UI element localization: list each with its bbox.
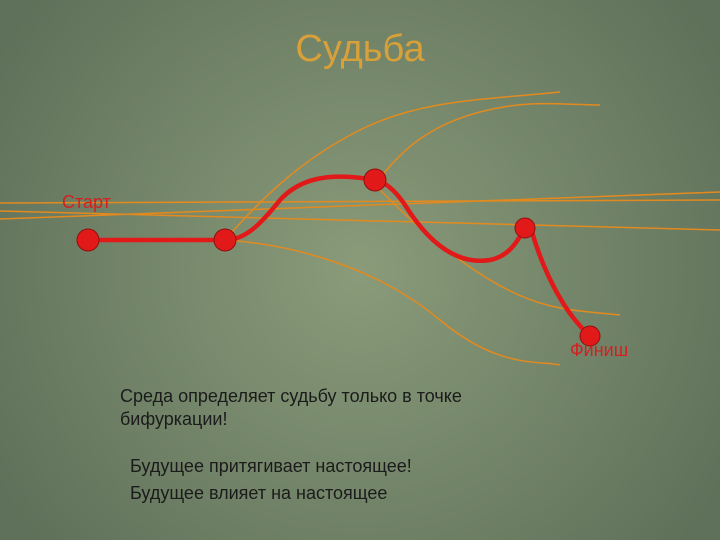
caption-bifurcation: Среда определяет судьбу только в точке б… [120, 385, 520, 430]
bifurcation-node [77, 229, 99, 251]
branch-lines [0, 92, 720, 365]
slide: Судьба Старт Финиш Среда определяет судь… [0, 0, 720, 540]
bifurcation-nodes [77, 169, 600, 346]
bifurcation-node [364, 169, 386, 191]
branch-line [375, 185, 620, 315]
start-label: Старт [62, 192, 111, 213]
branch-line [0, 211, 720, 230]
caption-future-influences: Будущее влияет на настоящее [130, 482, 630, 505]
branch-line [225, 240, 560, 365]
finish-label: Финиш [570, 340, 628, 361]
branch-line [375, 104, 600, 185]
caption-future-attracts: Будущее притягивает настоящее! [130, 455, 630, 478]
bifurcation-node [515, 218, 535, 238]
page-title: Судьба [0, 28, 720, 71]
bifurcation-node [214, 229, 236, 251]
